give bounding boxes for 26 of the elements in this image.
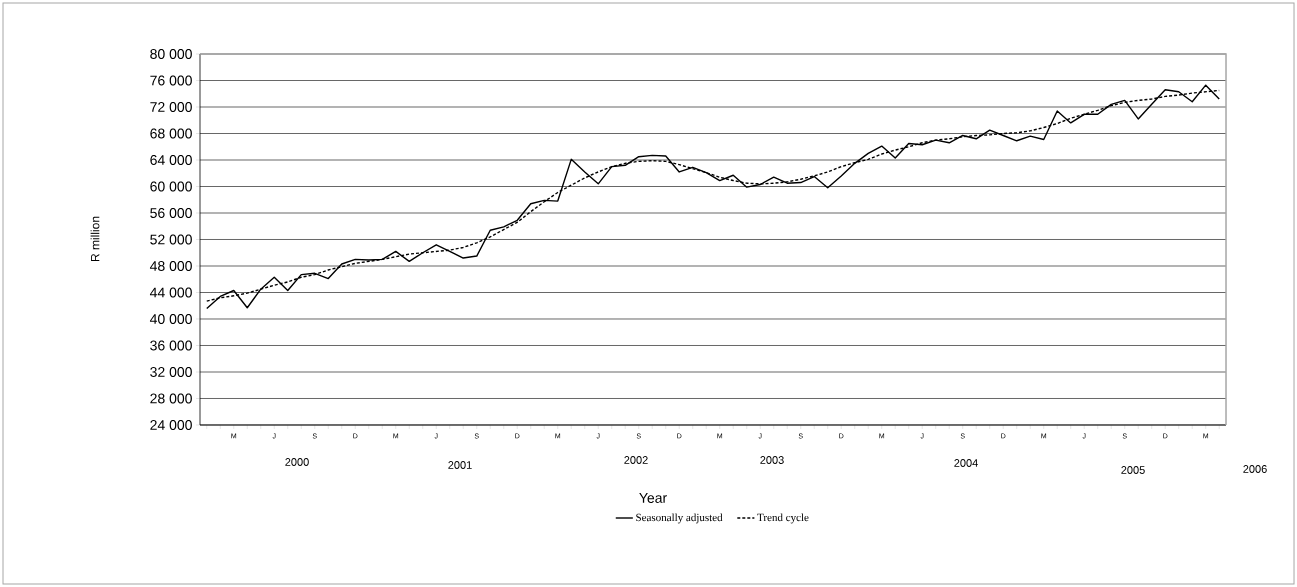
y-tick-label: 56 000 — [150, 208, 192, 218]
text: 2001 — [448, 461, 472, 469]
y-tick-label: 52 000 — [150, 234, 192, 245]
legend-label: Trend cycle — [757, 513, 809, 524]
y-axis-title: R million — [90, 216, 100, 262]
y-tick-label: 76 000 — [150, 75, 192, 86]
y-tick-label: 44 000 — [149, 287, 192, 298]
y-tick-label: 60 000 — [150, 181, 192, 192]
y-tick-label: 72 000 — [150, 102, 192, 112]
text: 2002 — [624, 456, 648, 464]
y-tick-label: 68 000 — [150, 128, 192, 139]
y-tick-label: 36 000 — [150, 340, 192, 351]
y-tick-label: 24 000 — [150, 420, 192, 430]
text: 2006 — [1243, 465, 1267, 473]
legend-label: Seasonally adjusted — [636, 513, 723, 524]
text: 2003 — [760, 456, 784, 464]
text: 2000 — [285, 458, 309, 466]
x-axis-title: Year — [639, 493, 667, 503]
y-tick-label: 40 000 — [149, 314, 192, 324]
y-tick-label: 32 000 — [150, 367, 192, 377]
y-tick-label: 80 000 — [150, 49, 192, 59]
text: 2004 — [954, 459, 978, 467]
y-tick-label: 48 000 — [149, 261, 192, 271]
y-tick-label: 64 000 — [150, 155, 192, 165]
text: 2005 — [1121, 466, 1145, 474]
y-tick-label: 28 000 — [150, 393, 192, 404]
